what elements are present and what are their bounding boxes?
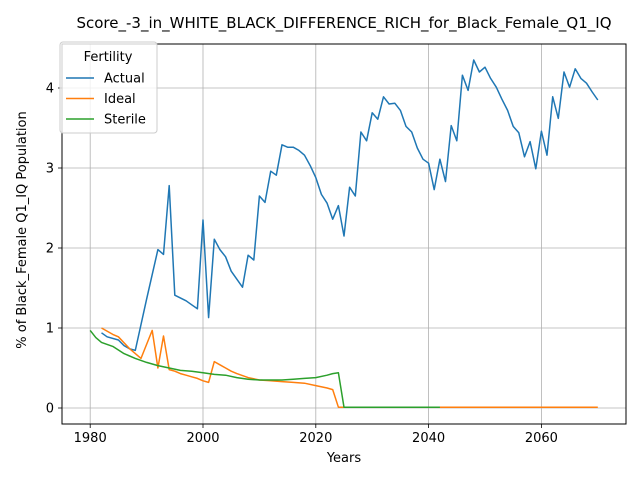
- series-line-ideal: [101, 327, 598, 408]
- plot-frame: [61, 43, 627, 425]
- x-tick-label: 2060: [525, 431, 558, 446]
- y-tick-label: 1: [46, 322, 54, 337]
- axis-ticks: 1980 2000 2020 2040 2060 0 1 2 3 4: [46, 82, 558, 447]
- x-tick-label: 1980: [74, 431, 107, 446]
- legend: Fertility Actual Ideal Sterile: [59, 41, 158, 134]
- chart-title: Score_-3_in_WHITE_BLACK_DIFFERENCE_RICH_…: [76, 14, 611, 33]
- series-line-sterile: [89, 329, 440, 408]
- x-tick-label: 2020: [299, 431, 332, 446]
- grid: [62, 44, 626, 424]
- y-tick-label: 2: [46, 242, 54, 257]
- x-tick-label: 2000: [186, 431, 219, 446]
- legend-label-sterile: Sterile: [104, 113, 146, 128]
- y-axis-label: % of Black_Female Q1_IQ Population: [15, 111, 30, 348]
- y-tick-label: 3: [46, 162, 54, 177]
- legend-title: Fertility: [84, 50, 133, 65]
- x-axis-label: Years: [326, 451, 362, 466]
- y-tick-label: 0: [46, 402, 54, 417]
- legend-label-actual: Actual: [104, 72, 145, 87]
- series-lines: [89, 59, 599, 408]
- y-tick-label: 4: [46, 82, 54, 97]
- legend-box: [59, 41, 158, 134]
- series-line-actual: [101, 59, 599, 352]
- legend-label-ideal: Ideal: [104, 92, 136, 107]
- x-tick-label: 2040: [412, 431, 445, 446]
